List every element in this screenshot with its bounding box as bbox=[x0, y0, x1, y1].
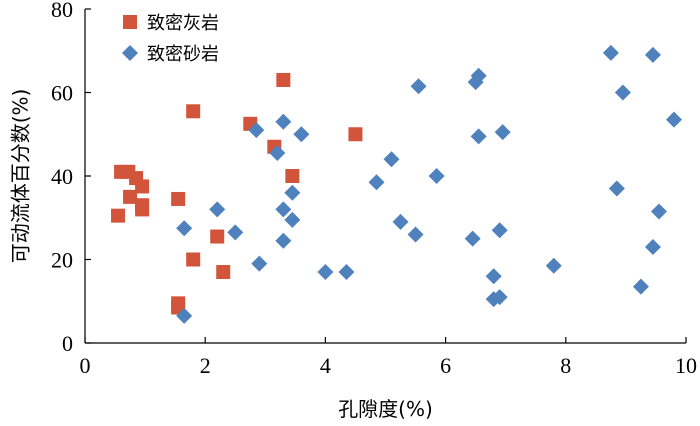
point-diamond-29 bbox=[491, 222, 508, 239]
data-points bbox=[111, 44, 682, 324]
legend-label-1: 致密灰岩 bbox=[147, 13, 219, 34]
x-tick-label-0: 0 bbox=[80, 353, 91, 378]
tick-labels: 0 2 4 6 8 10 0 20 40 60 80 bbox=[51, 0, 697, 378]
y-tick-label-3: 60 bbox=[51, 81, 73, 106]
point-diamond-32 bbox=[602, 44, 619, 61]
point-diamond-2 bbox=[176, 220, 193, 237]
point-square-20 bbox=[348, 127, 363, 142]
y-tick-label-4: 80 bbox=[51, 0, 73, 22]
point-diamond-21 bbox=[428, 168, 445, 184]
point-diamond-8 bbox=[275, 113, 292, 130]
point-square-12 bbox=[186, 104, 201, 119]
point-square-13 bbox=[186, 252, 201, 267]
point-square-18 bbox=[276, 72, 291, 87]
x-axis-title: 孔隙度(%) bbox=[338, 397, 433, 421]
point-diamond-3 bbox=[209, 201, 226, 218]
legend-marker-2 bbox=[122, 45, 138, 61]
point-diamond-13 bbox=[293, 126, 310, 143]
point-diamond-30 bbox=[494, 124, 511, 141]
point-diamond-16 bbox=[368, 174, 385, 191]
point-square-9 bbox=[171, 191, 186, 206]
tick-marks bbox=[84, 8, 687, 344]
legend-marker-1 bbox=[123, 15, 137, 29]
point-diamond-6 bbox=[251, 255, 268, 272]
series-1 bbox=[111, 72, 363, 315]
point-diamond-38 bbox=[650, 203, 667, 220]
point-diamond-34 bbox=[614, 84, 631, 101]
point-square-14 bbox=[210, 229, 225, 244]
x-tick-label-4: 8 bbox=[560, 353, 571, 378]
point-diamond-12 bbox=[284, 211, 301, 228]
y-axis-title: 可动流体百分数(%) bbox=[9, 89, 33, 264]
point-diamond-18 bbox=[392, 213, 409, 230]
series-2 bbox=[176, 44, 682, 324]
x-tick-label-3: 6 bbox=[440, 353, 451, 378]
point-diamond-17 bbox=[383, 151, 400, 168]
y-tick-label-2: 40 bbox=[51, 164, 73, 189]
point-diamond-19 bbox=[407, 226, 424, 243]
point-diamond-39 bbox=[665, 111, 682, 128]
point-diamond-1 bbox=[176, 307, 193, 324]
x-tick-label-5: 10 bbox=[675, 353, 697, 378]
point-diamond-35 bbox=[632, 278, 649, 295]
point-square-6 bbox=[135, 179, 150, 194]
point-square-8 bbox=[135, 202, 150, 217]
x-tick-label-2: 4 bbox=[320, 353, 331, 378]
point-diamond-15 bbox=[338, 264, 355, 281]
point-diamond-25 bbox=[470, 128, 487, 145]
point-square-4 bbox=[123, 189, 138, 204]
point-diamond-5 bbox=[248, 122, 265, 139]
point-square-19 bbox=[285, 169, 300, 183]
point-diamond-20 bbox=[410, 78, 427, 95]
point-square-15 bbox=[216, 265, 231, 280]
point-diamond-22 bbox=[464, 230, 481, 247]
point-diamond-14 bbox=[317, 264, 334, 281]
point-diamond-11 bbox=[284, 184, 301, 201]
point-diamond-37 bbox=[644, 238, 661, 255]
x-tick-label-1: 2 bbox=[200, 353, 211, 378]
point-diamond-24 bbox=[470, 67, 487, 84]
point-diamond-9 bbox=[275, 201, 292, 218]
point-diamond-10 bbox=[275, 232, 292, 249]
point-diamond-36 bbox=[644, 46, 661, 63]
y-tick-label-1: 20 bbox=[51, 248, 73, 273]
point-diamond-31 bbox=[545, 257, 562, 274]
point-diamond-33 bbox=[608, 180, 625, 197]
legend-label-2: 致密砂岩 bbox=[147, 44, 219, 65]
point-diamond-28 bbox=[491, 289, 508, 306]
point-diamond-7 bbox=[269, 145, 286, 162]
y-tick-label-0: 0 bbox=[62, 331, 73, 356]
point-diamond-4 bbox=[227, 224, 244, 241]
point-square-1 bbox=[111, 208, 126, 223]
point-diamond-26 bbox=[485, 268, 502, 285]
